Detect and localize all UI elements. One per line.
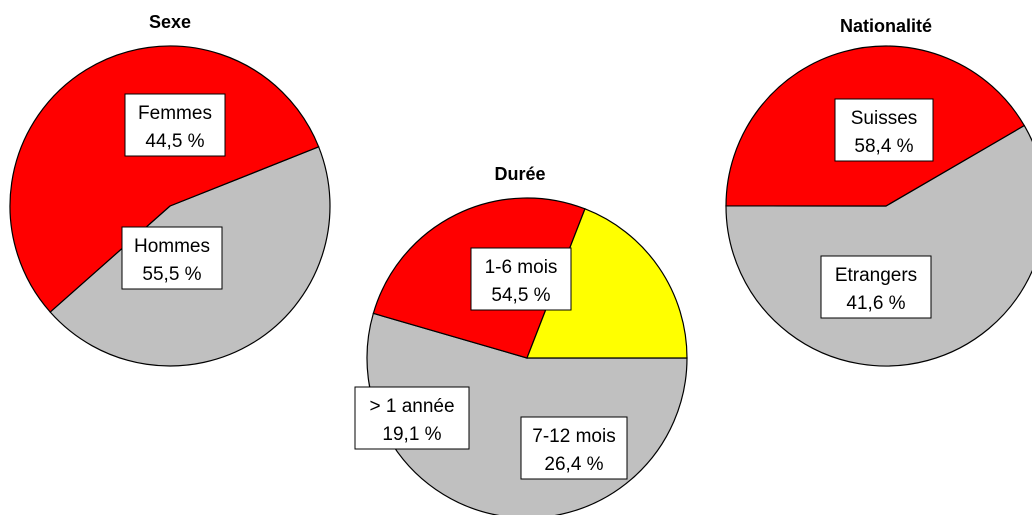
slice-label-name: 7-12 mois (532, 426, 615, 447)
slice-label: > 1 année 19,1 % (354, 386, 470, 450)
chart-title: Sexe (149, 12, 191, 32)
slice-label-name: Suisses (851, 108, 918, 129)
pie-slice-suisses (725, 124, 1032, 367)
slice-label-box (834, 98, 934, 162)
slice-label: 1-6 mois 54,5 % (470, 247, 572, 311)
pie-slice-hommes (9, 45, 320, 313)
slice-label-name: Femmes (138, 103, 212, 124)
slice-label-box (124, 93, 226, 157)
slice-label-value: 54,5 % (491, 285, 550, 306)
slice-label-box (121, 226, 223, 290)
pie-chart-sexe: Sexe Femmes 44,5 % Hommes 55,5 % (9, 12, 331, 367)
slice-label-value: 44,5 % (145, 131, 204, 152)
pie-chart-nationalite: Nationalité Suisses 58,4 % Etrangers 41,6 % (725, 16, 1032, 367)
slice-label-box (820, 255, 932, 319)
slice-label-value: 41,6 % (846, 293, 905, 314)
slice-label-value: 19,1 % (382, 424, 441, 445)
slice-label: Hommes 55,5 % (121, 226, 223, 290)
slice-label: Suisses 58,4 % (834, 98, 934, 162)
slice-label-value: 58,4 % (854, 136, 913, 157)
pie-chart-duree: Durée 1-6 mois 54,5 % 7-12 mois 26,4 % > 1 a… (354, 164, 688, 515)
slice-label-name: Etrangers (835, 265, 917, 286)
slice-label-box (470, 247, 572, 311)
slice-label-value: 55,5 % (142, 264, 201, 285)
slice-label: Femmes 44,5 % (124, 93, 226, 157)
slice-label-box (520, 416, 628, 480)
slice-label: Etrangers 41,6 % (820, 255, 932, 319)
slice-label-box (354, 386, 470, 450)
pie-slice-1-ann-e (526, 208, 688, 359)
slice-label-name: Hommes (134, 236, 210, 257)
slice-label: 7-12 mois 26,4 % (520, 416, 628, 480)
slice-label-value: 26,4 % (544, 454, 603, 475)
chart-title: Durée (494, 164, 545, 184)
chart-title: Nationalité (840, 16, 932, 36)
slice-label-name: 1-6 mois (485, 257, 558, 278)
slice-label-name: > 1 année (369, 396, 454, 417)
